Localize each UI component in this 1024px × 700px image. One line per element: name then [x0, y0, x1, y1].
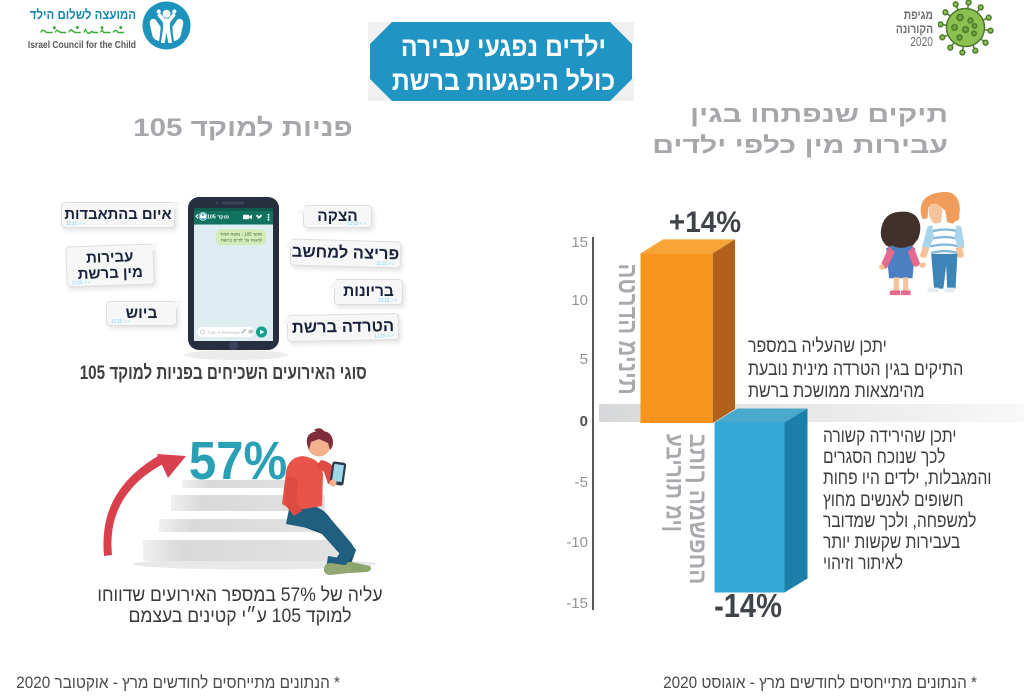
svg-text:Type a message: Type a message: [207, 330, 241, 335]
svg-text:מוקד 105: מוקד 105: [207, 215, 229, 221]
svg-text:להגנה על ילדים ברשת: להגנה על ילדים ברשת: [221, 238, 263, 243]
svg-text:מוקד 105 - נמצא תמיד: מוקד 105 - נמצא תמיד: [220, 232, 262, 237]
